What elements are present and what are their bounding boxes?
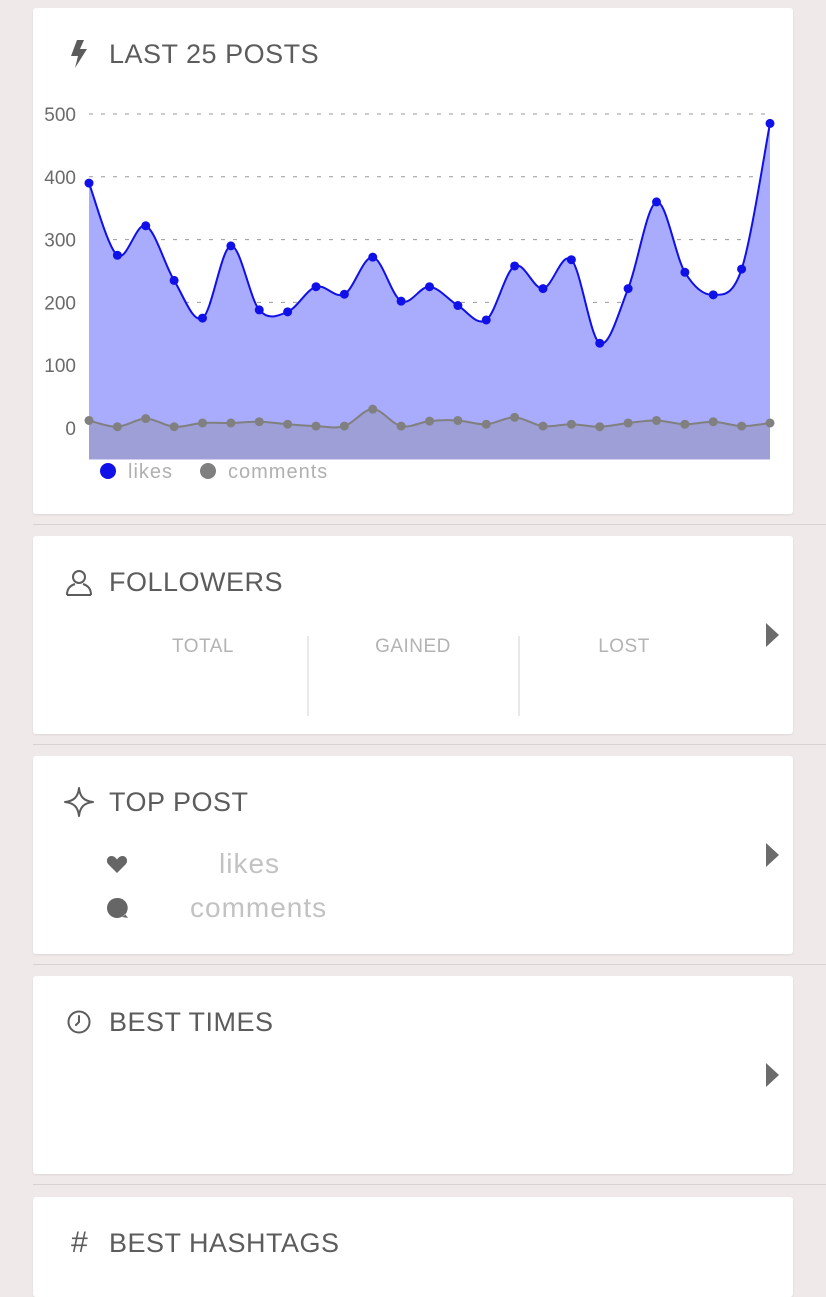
comments-point [141, 414, 151, 424]
likes-point [226, 241, 236, 251]
comments-point [680, 419, 690, 429]
likes-point [595, 338, 605, 348]
comments-point [112, 422, 122, 432]
legend-likes-label: likes [128, 461, 173, 483]
best-hashtags-title: BEST HASHTAGS [109, 1227, 340, 1258]
likes-point [538, 284, 548, 294]
likes-point [169, 275, 179, 285]
comments-point [425, 416, 434, 426]
followers-title: FOLLOWERS [109, 566, 284, 597]
best-times-title: BEST TIMES [109, 1006, 274, 1037]
top-post-likes-label: likes [219, 848, 281, 879]
likes-point [680, 267, 690, 277]
legend-likes-swatch [100, 463, 116, 479]
best-times-header: BEST TIMES [63, 1006, 274, 1038]
comments-point [226, 418, 236, 428]
likes-point [481, 315, 491, 325]
likes-point [765, 118, 775, 128]
hashtag-icon: # [70, 1226, 88, 1259]
comments-point [311, 421, 321, 431]
followers-gained-label: GAINED [375, 636, 451, 657]
likes-point [368, 252, 378, 262]
sparkle-icon [63, 786, 95, 818]
likes-point [283, 307, 293, 317]
comments-point [652, 415, 661, 425]
comments-point [198, 418, 207, 428]
comments-point [481, 419, 491, 429]
best-hashtags-card[interactable]: # BEST HASHTAGS [33, 1197, 793, 1297]
last-posts-title: LAST 25 POSTS [109, 38, 320, 69]
comments-point [595, 422, 605, 432]
likes-point [141, 221, 151, 231]
heart-icon [105, 852, 129, 876]
likes-point [339, 289, 349, 299]
followers-header: FOLLOWERS [63, 566, 283, 598]
likes-point [453, 301, 463, 311]
comments-point [339, 421, 349, 431]
likes-point [652, 197, 661, 207]
comments-point [623, 418, 633, 428]
followers-chevron-icon[interactable] [766, 623, 779, 647]
best-hashtags-header: # BEST HASHTAGS [63, 1226, 340, 1259]
last-posts-header: LAST 25 POSTS [63, 38, 319, 70]
comments-point [737, 421, 747, 431]
comments-point [254, 417, 264, 427]
comments-point [84, 415, 94, 425]
top-post-card[interactable]: TOP POST likes comments [33, 756, 793, 954]
best-times-chevron-icon[interactable] [766, 1063, 779, 1087]
engagement-chart: 0 100 200 300 400 500 likes comments [44, 105, 775, 483]
comments-point [566, 419, 576, 429]
top-post-chevron-icon[interactable] [766, 843, 779, 867]
likes-point [708, 290, 718, 300]
likes-point [510, 261, 520, 271]
top-post-header: TOP POST [63, 786, 249, 818]
followers-card[interactable]: FOLLOWERS TOTAL GAINED LOST [33, 536, 793, 734]
likes-point [737, 264, 747, 274]
y-tick-label: 100 [44, 356, 76, 377]
top-post-comments-row: comments [105, 892, 327, 924]
user-icon [63, 566, 95, 598]
comments-point [538, 421, 548, 431]
likes-point [198, 313, 207, 323]
likes-point [396, 296, 406, 306]
followers-lost-label: LOST [598, 636, 650, 657]
best-times-card[interactable]: BEST TIMES [33, 976, 793, 1174]
y-tick-label: 400 [44, 168, 76, 189]
comments-point [510, 412, 520, 422]
comments-point [708, 417, 718, 427]
comments-point [169, 422, 179, 432]
followers-total-label: TOTAL [172, 636, 234, 657]
likes-area [89, 123, 770, 460]
likes-point [311, 282, 321, 292]
y-tick-label: 500 [44, 105, 76, 126]
lightning-icon [63, 38, 95, 70]
likes-point [425, 282, 434, 292]
last-posts-card: LAST 25 POSTS 0 100 200 300 400 500 likes comme… [33, 8, 793, 514]
likes-point [254, 305, 264, 315]
comment-icon [105, 896, 129, 920]
likes-point [623, 284, 633, 294]
y-tick-label: 200 [44, 293, 76, 314]
clock-icon [63, 1006, 95, 1038]
y-tick-label: 0 [65, 419, 76, 440]
comments-point [368, 404, 378, 414]
legend-comments-label: comments [228, 461, 328, 483]
likes-point [566, 255, 576, 265]
top-post-comments-label: comments [190, 892, 328, 923]
comments-point [453, 415, 463, 425]
likes-point [112, 250, 122, 260]
top-post-title: TOP POST [109, 786, 249, 817]
legend-comments-swatch [200, 463, 216, 479]
comments-point [765, 418, 775, 428]
y-tick-label: 300 [44, 231, 76, 252]
comments-point [396, 421, 406, 431]
likes-point [84, 178, 94, 188]
top-post-likes-row: likes [105, 848, 280, 880]
comments-point [283, 419, 293, 429]
